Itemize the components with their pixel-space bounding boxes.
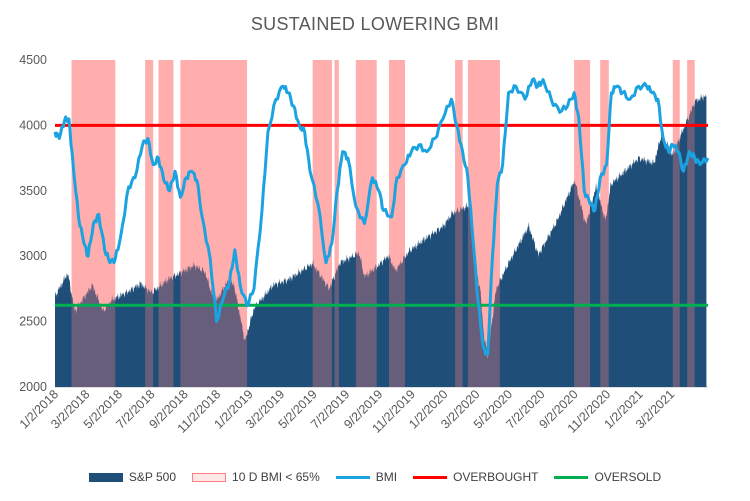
- x-axis: 1/2/20183/2/20185/2/20187/2/20189/2/2018…: [17, 387, 678, 436]
- shaded-range-overlay-7: [388, 60, 405, 387]
- legend-swatch-bmi: [335, 475, 370, 479]
- y-tick-label-2000: 2000: [19, 380, 47, 394]
- shaded-range-overlay-5: [334, 60, 339, 387]
- shaded-range-overlay-8: [455, 60, 463, 387]
- y-axis: 2000 2500 3000 3500 4000 4500: [19, 53, 47, 394]
- shaded-range-1: [145, 60, 154, 387]
- y-tick-label-4500: 4500: [19, 53, 47, 67]
- y-tick-label-4000: 4000: [19, 118, 47, 132]
- chart-title: SUSTAINED LOWERING BMI: [250, 14, 500, 34]
- shaded-range-overlay-11: [600, 60, 609, 387]
- legend-label-bmi: BMI: [375, 470, 398, 484]
- legend-swatch-overbought: [413, 475, 448, 479]
- shaded-range-overlay-1: [145, 60, 154, 387]
- shaded-range-overlay-12: [672, 60, 680, 387]
- shaded-range-overlay-6: [355, 60, 377, 387]
- shaded-range-overlay-3: [180, 60, 248, 387]
- legend: S&P 500 10 D BMI < 65% BMI OVERBOUGHT OV…: [0, 470, 750, 484]
- shaded-range-5: [334, 60, 339, 387]
- legend-label-bmi-shading: 10 D BMI < 65%: [232, 470, 320, 484]
- legend-label-oversold: OVERSOLD: [594, 470, 662, 484]
- legend-item-overbought: OVERBOUGHT: [413, 470, 538, 484]
- shaded-range-overlay-13: [687, 60, 695, 387]
- legend-swatch-sp500: [88, 472, 123, 482]
- y-tick-label-3000: 3000: [19, 249, 47, 263]
- legend-item-bmi: BMI: [335, 470, 398, 484]
- legend-label-sp500: S&P 500: [128, 470, 177, 484]
- legend-swatch-bmi-shading: [192, 472, 227, 482]
- legend-item-oversold: OVERSOLD: [554, 470, 661, 484]
- bmi-line: [53, 77, 710, 356]
- threshold-lines-layer: [55, 123, 708, 307]
- shaded-range-overlay-2: [158, 60, 174, 387]
- legend-item-sp500: S&P 500: [88, 470, 177, 484]
- y-tick-label-3500: 3500: [19, 184, 47, 198]
- y-tick-label-2500: 2500: [19, 315, 47, 329]
- legend-item-bmi-shading: 10 D BMI < 65%: [192, 470, 320, 484]
- legend-label-overbought: OVERBOUGHT: [453, 470, 539, 484]
- legend-swatch-oversold: [554, 475, 589, 479]
- bmi-line-layer: [53, 77, 710, 356]
